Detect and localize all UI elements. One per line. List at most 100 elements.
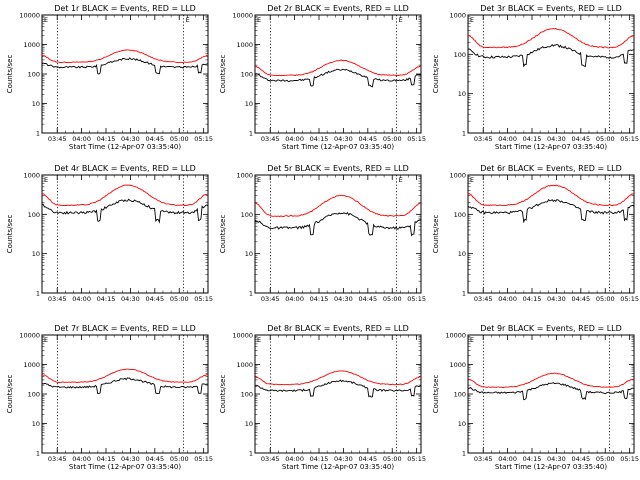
y-tick-label: 10 <box>458 250 466 258</box>
detector-panel-3: Det 3r BLACK = Events, RED = LLD 1 10 100 10… <box>426 0 639 160</box>
lld-series-line <box>254 59 422 77</box>
y-tick-label: 1000 <box>236 361 253 369</box>
x-tick-label: 05:15 <box>194 135 213 143</box>
y-tick-label: 100 <box>454 51 466 59</box>
x-tick-label: 05:00 <box>383 135 402 143</box>
x-tick-label: 04:00 <box>72 135 91 143</box>
x-tick-label: 04:00 <box>498 455 517 463</box>
x-tick-label: 04:00 <box>498 135 517 143</box>
y-tick-label: 10 <box>32 250 40 258</box>
y-tick-label: 1 <box>249 290 253 298</box>
y-tick-label: 1000 <box>23 41 40 49</box>
x-tick-label: 04:45 <box>571 135 590 143</box>
detector-panel-1: Det 1r BLACK = Events, RED = LLD 1 10 100 10… <box>0 0 213 160</box>
y-tick-label: 1 <box>36 290 40 298</box>
x-tick-label: 03:45 <box>261 135 280 143</box>
e-marker: E <box>257 16 261 24</box>
x-tick-label: 04:45 <box>358 295 377 303</box>
lld-series-line <box>41 184 209 207</box>
plot-svg: Det 4r BLACK = Events, RED = LLD 1 10 100 10… <box>6 164 213 303</box>
detector-panel-6: Det 6r BLACK = Events, RED = LLD 1 10 100 10… <box>426 160 639 320</box>
e-marker: E <box>44 176 48 184</box>
x-tick-label: 05:15 <box>407 135 426 143</box>
x-tick-label: 05:15 <box>407 295 426 303</box>
x-tick-label: 04:00 <box>498 295 517 303</box>
x-tick-label: 05:00 <box>596 135 615 143</box>
y-axis-label: Counts/sec <box>219 215 227 254</box>
plot-svg: Det 8r BLACK = Events, RED = LLD 1 10 100 10… <box>219 324 426 471</box>
y-tick-label: 100 <box>28 391 40 399</box>
plot-title: Det 1r BLACK = Events, RED = LLD <box>54 4 196 13</box>
x-tick-label: 05:15 <box>620 455 639 463</box>
y-tick-label: 1 <box>249 450 253 458</box>
y-tick-label: 100 <box>454 211 466 219</box>
plot-svg: Det 5r BLACK = Events, RED = LLD 1 10 100 10… <box>219 164 426 303</box>
plot-title: Det 9r BLACK = Events, RED = LLD <box>480 324 622 333</box>
lld-series-line <box>254 370 422 386</box>
x-tick-label: 03:45 <box>48 295 67 303</box>
e-marker: E <box>44 16 48 24</box>
x-tick-label: 04:30 <box>547 455 566 463</box>
plot-frame <box>41 14 209 134</box>
x-tick-label: 05:00 <box>596 295 615 303</box>
x-tick-label: 04:00 <box>285 295 304 303</box>
x-tick-label: 03:45 <box>474 455 493 463</box>
e-marker: E <box>257 176 261 184</box>
x-tick-label: 04:00 <box>285 135 304 143</box>
e-marker: E <box>399 16 403 24</box>
detector-panel-8: Det 8r BLACK = Events, RED = LLD 1 10 100 10… <box>213 320 426 480</box>
y-tick-label: 10000 <box>19 332 40 340</box>
plot-svg: Det 2r BLACK = Events, RED = LLD 1 10 100 10… <box>219 4 426 151</box>
e-marker: E <box>44 336 48 344</box>
y-tick-label: 100 <box>28 71 40 79</box>
x-tick-label: 04:30 <box>334 295 353 303</box>
plot-frame <box>467 174 635 294</box>
x-axis-label: Start Time (12-Apr-07 03:35:40) <box>495 463 607 471</box>
plot-svg: Det 3r BLACK = Events, RED = LLD 1 10 100 10… <box>432 4 639 151</box>
detector-panel-4: Det 4r BLACK = Events, RED = LLD 1 10 100 10… <box>0 160 213 320</box>
x-tick-label: 04:30 <box>334 455 353 463</box>
y-tick-label: 100 <box>28 211 40 219</box>
events-series-line <box>255 379 422 398</box>
x-tick-label: 05:15 <box>407 455 426 463</box>
y-tick-label: 10 <box>458 420 466 428</box>
plot-title: Det 8r BLACK = Events, RED = LLD <box>267 324 409 333</box>
y-tick-label: 10 <box>32 100 40 108</box>
plot-title: Det 4r BLACK = Events, RED = LLD <box>54 164 196 173</box>
e-marker: E <box>399 176 403 184</box>
x-tick-label: 05:00 <box>170 135 189 143</box>
x-tick-label: 04:15 <box>523 295 542 303</box>
x-tick-label: 04:30 <box>547 135 566 143</box>
events-series-line <box>41 377 209 395</box>
y-tick-label: 1 <box>462 450 466 458</box>
events-series-line <box>467 43 635 68</box>
x-tick-label: 04:45 <box>571 295 590 303</box>
events-series-line <box>467 198 635 224</box>
x-tick-label: 04:15 <box>97 455 116 463</box>
plot-title: Det 6r BLACK = Events, RED = LLD <box>480 164 622 173</box>
e-marker: E <box>470 176 474 184</box>
y-tick-label: 100 <box>454 391 466 399</box>
y-tick-label: 1000 <box>23 172 40 180</box>
plot-title: Det 5r BLACK = Events, RED = LLD <box>267 164 409 173</box>
x-tick-label: 04:30 <box>547 295 566 303</box>
e-marker: E <box>470 16 474 24</box>
y-tick-label: 10000 <box>232 12 253 20</box>
x-tick-label: 04:15 <box>310 295 329 303</box>
y-tick-label: 10000 <box>19 12 40 20</box>
y-tick-label: 1000 <box>449 361 466 369</box>
y-tick-label: 1 <box>249 130 253 138</box>
y-axis-label: Counts/sec <box>432 55 440 94</box>
y-axis-label: Counts/sec <box>432 215 440 254</box>
y-tick-label: 1 <box>36 450 40 458</box>
plot-frame <box>467 14 635 134</box>
x-tick-label: 04:45 <box>145 455 164 463</box>
plot-svg: Det 6r BLACK = Events, RED = LLD 1 10 100 10… <box>432 164 639 303</box>
x-tick-label: 04:45 <box>358 135 377 143</box>
plot-title: Det 2r BLACK = Events, RED = LLD <box>267 4 409 13</box>
lld-series-line <box>41 49 208 64</box>
lld-series-line <box>41 368 209 384</box>
x-tick-label: 05:15 <box>194 295 213 303</box>
y-tick-label: 1000 <box>23 361 40 369</box>
y-axis-label: Counts/sec <box>6 375 14 414</box>
